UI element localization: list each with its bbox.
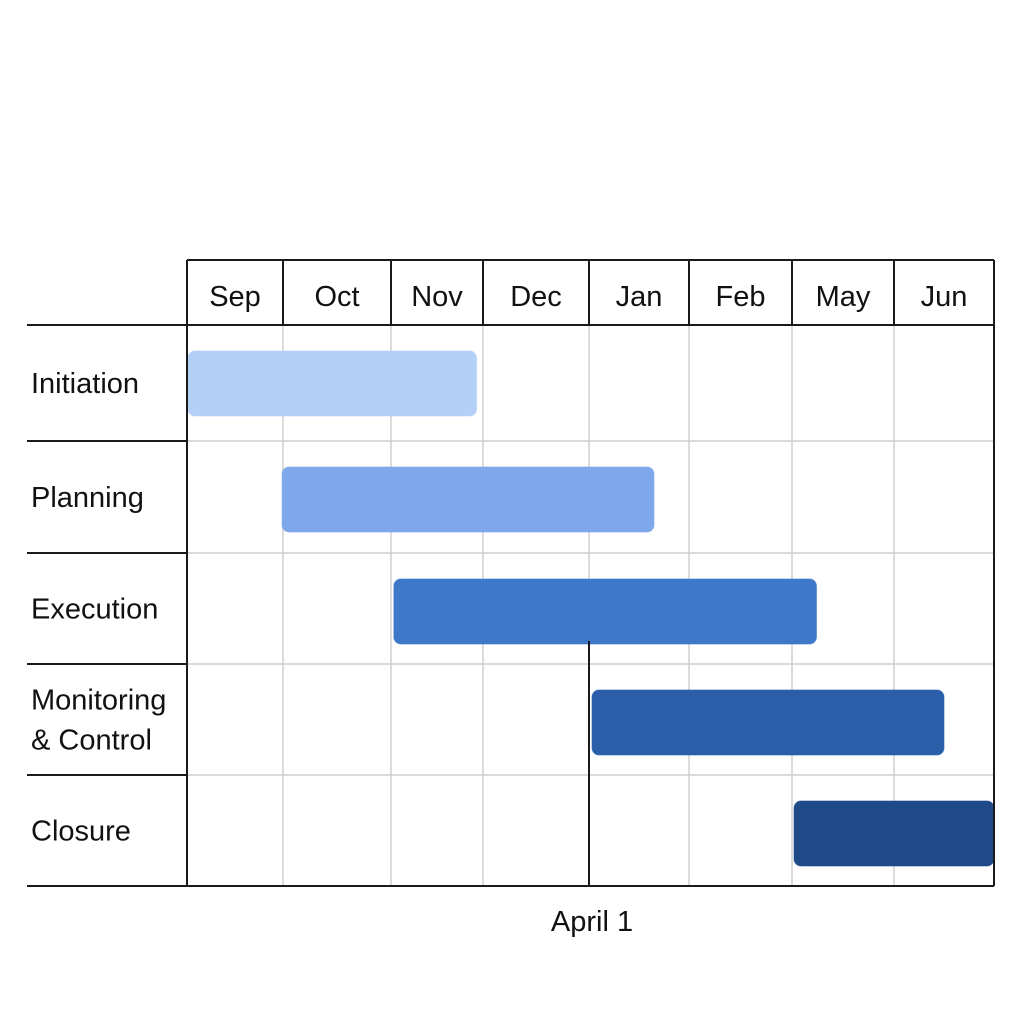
task-label: Closure	[31, 816, 131, 848]
task-bar[interactable]	[591, 689, 945, 756]
month-label: Oct	[314, 281, 359, 313]
task-labels: Initiation Planning Execution Monitoring & C…	[31, 368, 166, 848]
month-label: May	[816, 281, 871, 313]
month-headers: Sep Oct Nov Dec Jan Feb May Jun	[209, 281, 967, 313]
month-label: Jun	[921, 281, 968, 313]
month-label: Dec	[510, 281, 562, 313]
task-bar[interactable]	[187, 350, 478, 417]
month-label: Nov	[411, 281, 463, 313]
task-bar[interactable]	[793, 800, 995, 867]
date-marker: April 1	[551, 641, 633, 938]
month-label: Jan	[616, 281, 663, 313]
month-label: Sep	[209, 281, 261, 313]
marker-label: April 1	[551, 906, 633, 938]
task-label: Execution	[31, 594, 158, 626]
task-label: Initiation	[31, 368, 139, 400]
task-label: Planning	[31, 482, 144, 514]
task-bars	[187, 350, 995, 867]
task-label: Monitoring & Control	[31, 685, 166, 757]
month-label: Feb	[716, 281, 766, 313]
task-bar[interactable]	[393, 578, 817, 645]
chart-frame	[27, 259, 995, 887]
task-bar[interactable]	[281, 466, 655, 533]
